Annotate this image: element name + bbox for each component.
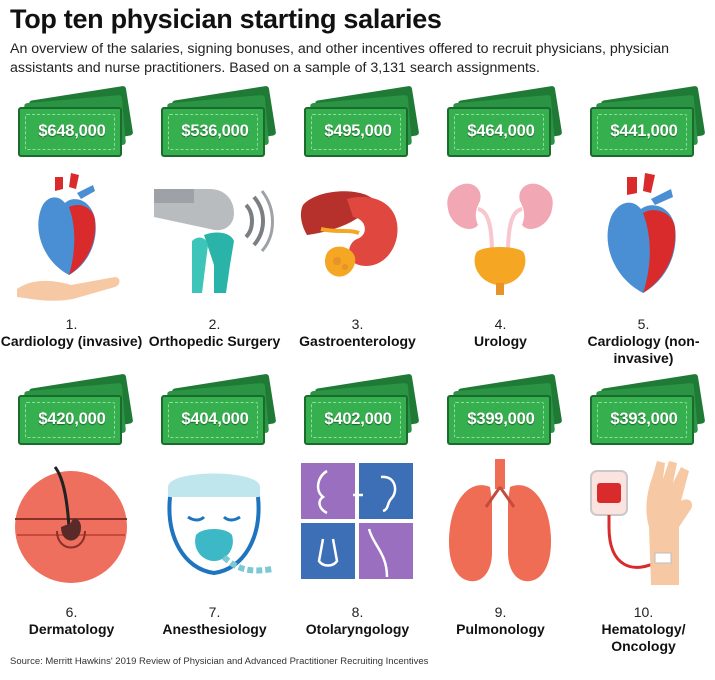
salary-value: $404,000 (181, 410, 249, 428)
salary-value: $420,000 (38, 410, 106, 428)
rank-number: 3. (351, 316, 364, 332)
salary-value: $399,000 (467, 410, 535, 428)
money-stack-icon: $464,000 (447, 85, 563, 157)
skin-hair-follicle-icon (11, 457, 131, 593)
ear-nose-throat-icon (297, 457, 417, 593)
kidneys-bladder-icon (440, 169, 560, 305)
salary-value: $402,000 (324, 410, 392, 428)
rank-number: 8. (351, 604, 364, 620)
money-stack-icon: $399,000 (447, 373, 563, 445)
rank-number: 9. (494, 604, 507, 620)
lungs-icon (440, 457, 560, 593)
money-stack-icon: $420,000 (18, 373, 134, 445)
anesthesia-mask-icon (154, 457, 274, 593)
rank-number: 10. (633, 604, 654, 620)
source-note: Source: Merritt Hawkins' 2019 Review of … (10, 656, 429, 667)
infographic-title: Top ten physician starting salaries (10, 4, 442, 34)
specialty-name: Cardiology (non-invasive) (587, 333, 700, 366)
specialty-name: Gastroenterology (299, 333, 416, 349)
heart-icon (583, 169, 703, 305)
salary-value: $393,000 (610, 410, 678, 428)
specialty-name: Otolaryngology (305, 621, 410, 637)
salary-card-pulmonology: $399,000 9. Pulmonology (429, 373, 572, 659)
infographic-subtitle: An overview of the salaries, signing bon… (10, 41, 670, 76)
salary-value: $464,000 (467, 122, 535, 140)
salary-card-urology: $464,000 4. Urology (429, 85, 572, 371)
salary-card-cardiology-non-invasive: $441,000 5. Cardiology (non-invasive) (572, 85, 715, 371)
specialty-name: Anesthesiology (162, 621, 267, 637)
money-stack-icon: $495,000 (304, 85, 420, 157)
salary-value: $648,000 (38, 122, 106, 140)
iv-blood-bag-hand-icon (583, 457, 703, 593)
rank-number: 6. (65, 604, 78, 620)
money-stack-icon: $404,000 (161, 373, 277, 445)
money-stack-icon: $536,000 (161, 85, 277, 157)
money-stack-icon: $402,000 (304, 373, 420, 445)
specialty-name: Urology (474, 333, 527, 349)
salary-card-anesthesiology: $404,000 7. Anesthesiology (143, 373, 286, 659)
salary-card-hematology-oncology: $393,000 10. Hematology/ Oncology (572, 373, 715, 659)
heart-in-hand-icon (11, 169, 131, 305)
rank-number: 1. (65, 316, 78, 332)
salary-card-gastroenterology: $495,000 3. Gastroenterology (286, 85, 429, 371)
salary-card-dermatology: $420,000 6. Dermatology (0, 373, 143, 659)
digestive-organs-icon (297, 169, 417, 305)
specialty-name: Pulmonology (456, 621, 545, 637)
salary-card-orthopedic-surgery: $536,000 2. Orthopedic Surgery (143, 85, 286, 371)
rank-number: 7. (208, 604, 221, 620)
specialty-name: Hematology/ Oncology (601, 621, 686, 654)
knee-joint-icon (154, 169, 274, 305)
money-stack-icon: $441,000 (590, 85, 706, 157)
salary-card-otolaryngology: $402,000 8. Otolaryngology (286, 373, 429, 659)
rank-number: 4. (494, 316, 507, 332)
salary-value: $536,000 (181, 122, 249, 140)
rank-number: 5. (637, 316, 650, 332)
specialty-name: Dermatology (28, 621, 115, 637)
rank-number: 2. (208, 316, 221, 332)
specialty-name: Cardiology (invasive) (0, 333, 143, 349)
money-stack-icon: $393,000 (590, 373, 706, 445)
salary-card-cardiology-invasive: $648,000 1. Cardiology (invasive) (0, 85, 143, 371)
money-stack-icon: $648,000 (18, 85, 134, 157)
salary-value: $441,000 (610, 122, 678, 140)
salary-value: $495,000 (324, 122, 392, 140)
specialty-name: Orthopedic Surgery (148, 333, 281, 349)
